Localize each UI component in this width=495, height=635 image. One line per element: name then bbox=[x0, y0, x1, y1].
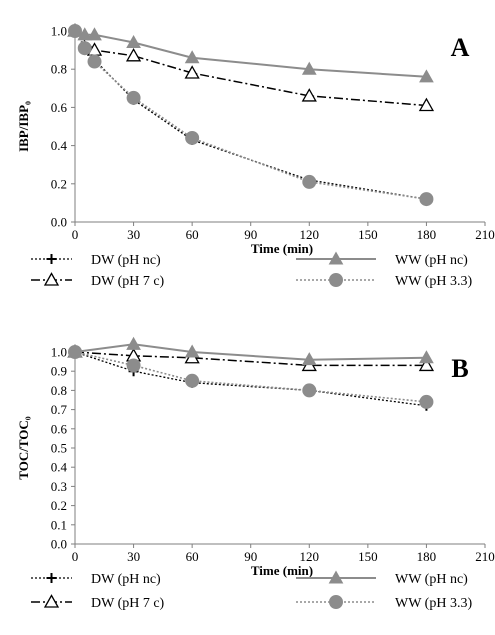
y-tick-label: 0.5 bbox=[51, 441, 67, 456]
legend-b: DW (pH nc) WW (pH nc) bbox=[31, 570, 468, 587]
data-point-ww_33 bbox=[185, 130, 200, 145]
y-tick-label: 1.0 bbox=[51, 345, 67, 360]
data-point-ww_33 bbox=[68, 345, 82, 359]
data-point-ww_33 bbox=[126, 90, 141, 105]
data-point-ww_nc bbox=[77, 27, 93, 41]
x-tick-label: 180 bbox=[417, 227, 437, 242]
legend-marker-dw_7c bbox=[43, 594, 60, 608]
data-point-dw_7c bbox=[125, 48, 142, 62]
data-point-dw_7c bbox=[418, 357, 435, 372]
y-tick-label: 0.2 bbox=[51, 498, 67, 513]
data-point-dw_7c bbox=[184, 65, 200, 79]
data-point-dw_7c bbox=[418, 97, 435, 112]
legend-label-dw_nc: DW (pH nc) bbox=[91, 253, 161, 268]
x-tick-label: 90 bbox=[244, 549, 257, 564]
y-tick-label: 1.0 bbox=[51, 24, 67, 39]
legend-marker-ww_nc bbox=[328, 570, 344, 584]
x-tick-label: 120 bbox=[300, 549, 320, 564]
y-tick-label: 0.3 bbox=[51, 479, 67, 494]
x-tick-label: 60 bbox=[186, 549, 199, 564]
data-point-ww_33 bbox=[302, 174, 317, 189]
x-tick-label: 30 bbox=[127, 549, 140, 564]
x-tick-label: 60 bbox=[186, 227, 199, 242]
data-point-ww_33 bbox=[419, 394, 434, 409]
y-tick-label: 0.4 bbox=[51, 460, 68, 475]
data-point-ww_nc bbox=[184, 50, 200, 64]
legend-a: DW (pH 7 c) WW (pH 3.3) bbox=[31, 272, 472, 289]
x-tick-label: 210 bbox=[475, 549, 495, 564]
x-tick-label: 0 bbox=[72, 549, 79, 564]
legend-label-dw_nc: DW (pH nc) bbox=[91, 572, 161, 587]
series-line-dw_nc bbox=[74, 30, 427, 200]
data-point-ww_nc bbox=[87, 27, 102, 41]
y-tick-label: 0.2 bbox=[51, 176, 67, 191]
data-point-ww_33 bbox=[302, 383, 317, 398]
y-tick-label: 0.6 bbox=[51, 421, 68, 436]
legend-label-ww_33: WW (pH 3.3) bbox=[395, 274, 472, 289]
x-tick-label: 30 bbox=[127, 227, 140, 242]
legend-a: DW (pH nc) WW (pH nc) bbox=[31, 251, 468, 268]
x-axis-label: Time (min) bbox=[251, 241, 313, 256]
legend-marker-dw_nc bbox=[46, 573, 57, 583]
panel-b: 0 30 60 90 120 150 180 210 0.0 0.1 0.2 0.3 0.4 0.5 0.6… bbox=[16, 336, 495, 578]
legend-label-dw_7c: DW (pH 7 c) bbox=[91, 274, 165, 289]
data-point-ww_nc bbox=[126, 336, 141, 350]
x-tick-label: 120 bbox=[300, 227, 320, 242]
y-tick-label: 0.0 bbox=[51, 537, 67, 552]
data-point-dw_7c bbox=[301, 88, 317, 102]
legend-label-ww_33: WW (pH 3.3) bbox=[395, 596, 472, 611]
data-point-ww_33 bbox=[185, 373, 200, 388]
data-point-ww_nc bbox=[184, 344, 200, 358]
y-tick-label: 0.1 bbox=[51, 517, 67, 532]
data-point-ww_nc bbox=[126, 34, 141, 48]
x-tick-label: 180 bbox=[417, 549, 437, 564]
series-line-ww_nc bbox=[74, 30, 427, 78]
x-axis-label: Time (min) bbox=[251, 563, 313, 578]
legend-marker-ww_33 bbox=[329, 273, 343, 287]
legend-marker-dw_7c bbox=[43, 272, 60, 286]
legend-marker-ww_nc bbox=[328, 251, 344, 265]
x-tick-label: 150 bbox=[358, 227, 378, 242]
legend-label-ww_nc: WW (pH nc) bbox=[395, 253, 468, 268]
legend-marker-dw_nc bbox=[46, 254, 57, 264]
x-tick-label: 0 bbox=[72, 227, 79, 242]
y-tick-label: 0.4 bbox=[51, 138, 68, 153]
legend-b: DW (pH 7 c) WW (pH 3.3) bbox=[31, 594, 472, 611]
panel-a: 0 30 60 90 120 150 180 210 0.0 0.2 0.4 0.6 0.8 1.0 Tim… bbox=[16, 23, 495, 256]
panel-label: A bbox=[451, 33, 470, 62]
panel-label: B bbox=[451, 354, 468, 383]
data-point-ww_33 bbox=[87, 54, 102, 69]
x-tick-label: 90 bbox=[244, 227, 257, 242]
legend-label-dw_7c: DW (pH 7 c) bbox=[91, 596, 165, 611]
data-point-ww_33 bbox=[77, 41, 92, 56]
x-tick-label: 210 bbox=[475, 227, 495, 242]
series-line-dw_7c bbox=[74, 351, 427, 367]
y-tick-label: 0.0 bbox=[51, 215, 67, 230]
y-tick-label: 0.7 bbox=[51, 402, 68, 417]
series-line-ww_33 bbox=[74, 30, 427, 200]
data-point-ww_33 bbox=[68, 24, 82, 38]
y-axis-label: IBP/IBP₀ bbox=[16, 101, 31, 152]
data-point-ww_nc bbox=[419, 350, 434, 364]
y-tick-label: 0.8 bbox=[51, 62, 67, 77]
data-point-ww_nc bbox=[301, 352, 317, 366]
series-line-ww_nc bbox=[74, 343, 427, 361]
y-tick-label: 0.6 bbox=[51, 100, 68, 115]
y-axis-label: TOC/TOC₀ bbox=[16, 416, 31, 479]
data-point-ww_nc bbox=[419, 69, 434, 83]
x-tick-label: 150 bbox=[358, 549, 378, 564]
data-point-ww_33 bbox=[419, 192, 434, 207]
y-tick-label: 0.9 bbox=[51, 364, 67, 379]
legend-marker-ww_33 bbox=[329, 595, 343, 609]
data-point-ww_nc bbox=[301, 61, 317, 75]
data-point-ww_33 bbox=[126, 358, 141, 373]
legend-label-ww_nc: WW (pH nc) bbox=[395, 572, 468, 587]
y-tick-label: 0.8 bbox=[51, 383, 67, 398]
